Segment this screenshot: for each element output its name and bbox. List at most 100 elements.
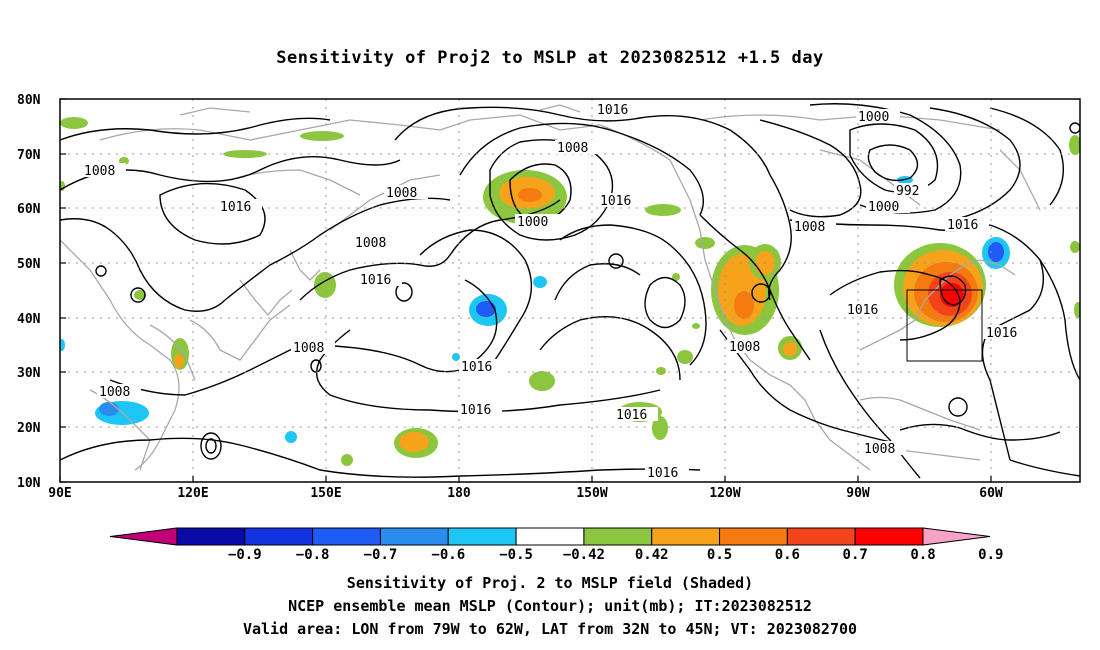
contour-labels: 1016 1008 1000 992 1000 1016 1008 1008 1… [82,102,1028,481]
contour-label: 1016 [947,218,978,233]
shade-blob [734,291,754,319]
contour-label: 1016 [986,326,1017,341]
contour-ring [205,438,217,454]
shade-blob [988,242,1004,262]
lat-label: 60N [17,202,41,217]
lon-label: 180 [447,486,471,501]
shade-blob [672,273,680,281]
shade-blob [399,432,429,452]
contour-label: 1016 [220,200,251,215]
contour-label: 1008 [84,164,115,179]
shade-blob [134,290,146,300]
shade-blob [783,342,797,356]
shade-blob [1069,135,1080,155]
lon-label: 150E [310,486,341,501]
colorbar-box [447,527,517,546]
shade-blob [285,431,297,443]
colorbar-box [854,527,924,546]
contour-ring [130,287,146,303]
colorbar: −0.9 −0.8 −0.7 −0.6 −0.5 −0.42 0.42 0.5 0.6 0.7 0.… [109,527,1003,563]
contour-label: 1008 [293,341,324,356]
contour-label: 1016 [597,103,628,118]
contour-label: 1008 [355,236,386,251]
lon-label: 90E [48,486,71,501]
contour-label: 1016 [600,194,631,209]
colorbar-label: 0.8 [910,547,935,563]
map-frame [59,98,1081,483]
contour-ring [751,283,771,303]
contour-label: 1000 [868,200,899,215]
shade-blob [452,353,460,361]
shade-blob [692,323,700,329]
lon-label: 150W [576,486,607,501]
lon-label: 90W [846,486,870,501]
lat-label: 50N [17,257,41,272]
colorbar-box [176,527,246,546]
shade-blob [529,371,555,391]
contour-ring [310,359,322,373]
colorbar-box [515,527,585,546]
colorbar-label: −0.42 [563,547,605,563]
colorbar-label: 0.6 [775,547,800,563]
axis-ticks [59,98,992,483]
caption-shaded: Sensitivity of Proj. 2 to MSLP field (Sh… [346,574,754,592]
shade-blob [300,131,344,141]
contour-label: 1008 [794,220,825,235]
colorbar-label: −0.5 [499,547,533,563]
colorbar-left-arrow [109,527,178,546]
lon-label: 120W [709,486,740,501]
colorbar-box [651,527,721,546]
colorbar-box [312,527,381,546]
contour-label: 992 [896,184,919,199]
shade-blob [533,276,547,288]
shade-blob [645,204,681,216]
shade-blob [60,117,88,129]
shade-blob [1070,241,1080,253]
contour-label: 1008 [557,141,588,156]
contour-ring [948,397,968,417]
colorbar-label: 0.5 [707,547,732,563]
shade-blob [476,301,496,317]
contour-ring [395,282,413,302]
colorbar-label: −0.6 [431,547,465,563]
shade-blob [695,237,715,249]
lat-label: 20N [17,421,41,436]
shade-blob [174,354,184,368]
colorbar-box [583,527,653,546]
shade-blob [1074,302,1080,318]
colorbar-box [719,527,788,546]
lon-label: 60W [979,486,1003,501]
colorbar-box [786,527,856,546]
lat-label: 70N [17,148,41,163]
contour-label: 1000 [517,215,548,230]
lat-label: 30N [17,366,41,381]
colorbar-right-arrow [922,527,991,546]
colorbar-box [379,527,449,546]
contour-ring [1069,122,1080,134]
colorbar-label: −0.7 [364,547,398,563]
contour-label: 1000 [858,110,889,125]
contour-label: 1008 [386,186,417,201]
colorbar-label: 0.7 [843,547,868,563]
colorbar-label: −0.8 [296,547,330,563]
contour-label: 1016 [460,403,491,418]
colorbar-box [244,527,314,546]
contour-label: 1016 [616,408,647,423]
contour-ring [200,432,222,460]
contour-label: 1008 [729,340,760,355]
shade-blob [677,350,693,364]
latitude-labels: 80N 70N 60N 50N 40N 30N 20N 10N [17,93,41,491]
coastlines [60,104,1041,471]
valid-area-box [906,289,983,362]
contour-ring [608,253,624,269]
shade-blob [99,402,119,416]
caption-valid-area: Valid area: LON from 79W to 62W, LAT fro… [242,620,858,638]
shade-blob [60,339,65,351]
map-content: 1016 1008 1000 992 1000 1016 1008 1008 1… [60,99,1080,482]
contour-label: 1008 [864,442,895,457]
contour-label: 1016 [847,303,878,318]
contour-ring [95,265,107,277]
sensitivity-shading [60,117,1080,466]
contour-label: 1016 [461,360,492,375]
